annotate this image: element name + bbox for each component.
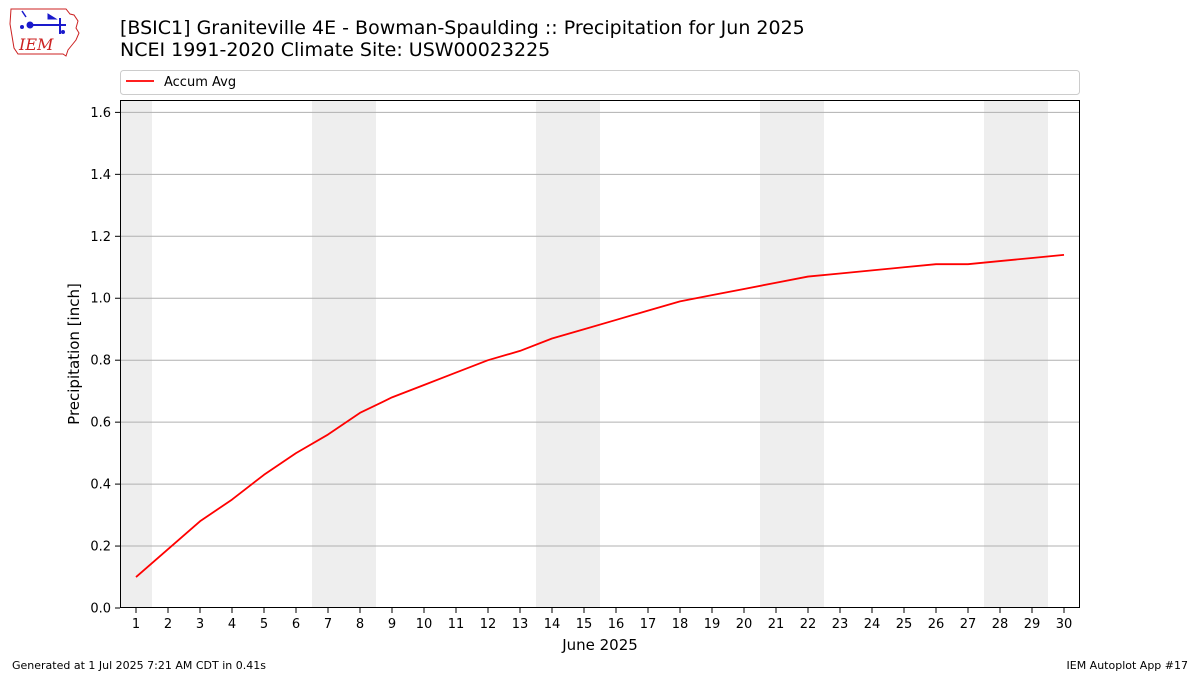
- x-tick-label: 5: [260, 617, 268, 632]
- x-tick-label: 25: [896, 617, 913, 632]
- x-tick-label: 13: [512, 617, 529, 632]
- gridlines: [120, 111, 1080, 547]
- x-tick-label: 8: [356, 617, 364, 632]
- weekend-band: [984, 100, 1016, 608]
- series-layer: [135, 253, 1065, 578]
- x-tick-label: 20: [736, 617, 753, 632]
- x-tick-label: 28: [992, 617, 1009, 632]
- x-tick-label: 16: [608, 617, 625, 632]
- x-tick-label: 29: [1024, 617, 1041, 632]
- weekend-band: [568, 100, 600, 608]
- weekend-band: [536, 100, 568, 608]
- y-axis-ticks: 0.0 0.2 0.4 0.6 0.8 1.0 1.2 1.4 1.6: [90, 106, 120, 617]
- x-tick-label: 24: [864, 617, 881, 632]
- weekend-band: [120, 100, 152, 608]
- weekend-shading: [120, 100, 1048, 608]
- y-tick-label: 0.2: [90, 540, 111, 555]
- y-tick-label: 1.0: [90, 292, 111, 307]
- chart-title: [BSIC1] Graniteville 4E - Bowman-Spauldi…: [120, 17, 805, 39]
- x-axis-ticks: 1 2 3 4 5 6 7 8 9 10 11 12 13 14 15 16 17 18 19 20 21 22 23 24 2…: [132, 608, 1072, 632]
- app-credit: IEM Autoplot App #17: [1066, 659, 1189, 672]
- y-tick-label: 1.4: [90, 168, 111, 183]
- x-tick-label: 10: [416, 617, 433, 632]
- weekend-band: [1016, 100, 1048, 608]
- x-tick-label: 18: [672, 617, 689, 632]
- plot-frame: [120, 100, 1080, 608]
- x-tick-label: 2: [164, 617, 172, 632]
- x-tick-label: 4: [228, 617, 236, 632]
- x-tick-label: 22: [800, 617, 817, 632]
- weather-station-icon: [20, 10, 66, 34]
- x-tick-label: 17: [640, 617, 657, 632]
- x-tick-label: 9: [388, 617, 396, 632]
- logo-text: IEM: [18, 35, 54, 54]
- y-tick-label: 1.6: [90, 106, 111, 121]
- weekend-band: [792, 100, 824, 608]
- x-tick-label: 14: [544, 617, 561, 632]
- series-line-accum-avg: [135, 253, 1065, 578]
- iowa-outline: [9, 8, 80, 57]
- x-tick-label: 27: [960, 617, 977, 632]
- y-tick-label: 1.2: [90, 230, 111, 245]
- x-tick-label: 7: [324, 617, 332, 632]
- x-tick-label: 12: [480, 617, 497, 632]
- x-tick-label: 6: [292, 617, 300, 632]
- y-axis-label: Precipitation [inch]: [65, 283, 83, 425]
- y-tick-label: 0.4: [90, 478, 111, 493]
- weekend-band: [760, 100, 792, 608]
- weekend-band: [312, 100, 344, 608]
- y-tick-label: 0.8: [90, 354, 111, 369]
- x-tick-label: 30: [1056, 617, 1073, 632]
- y-tick-label: 0.0: [90, 602, 111, 617]
- x-tick-label: 3: [196, 617, 204, 632]
- x-tick-label: 21: [768, 617, 785, 632]
- generated-timestamp: Generated at 1 Jul 2025 7:21 AM CDT in 0…: [12, 659, 266, 672]
- iem-logo: IEM: [9, 8, 80, 57]
- legend-label: Accum Avg: [164, 75, 236, 90]
- x-tick-label: 11: [448, 617, 465, 632]
- x-tick-label: 19: [704, 617, 721, 632]
- x-tick-label: 23: [832, 617, 849, 632]
- x-tick-label: 26: [928, 617, 945, 632]
- x-tick-label: 15: [576, 617, 593, 632]
- chart-subtitle: NCEI 1991-2020 Climate Site: USW00023225: [120, 39, 551, 61]
- legend: Accum Avg: [120, 70, 1080, 95]
- legend-box: [120, 70, 1080, 95]
- weekend-band: [344, 100, 376, 608]
- y-tick-label: 0.6: [90, 416, 111, 431]
- x-axis-label: June 2025: [561, 636, 638, 654]
- x-tick-label: 1: [132, 617, 140, 632]
